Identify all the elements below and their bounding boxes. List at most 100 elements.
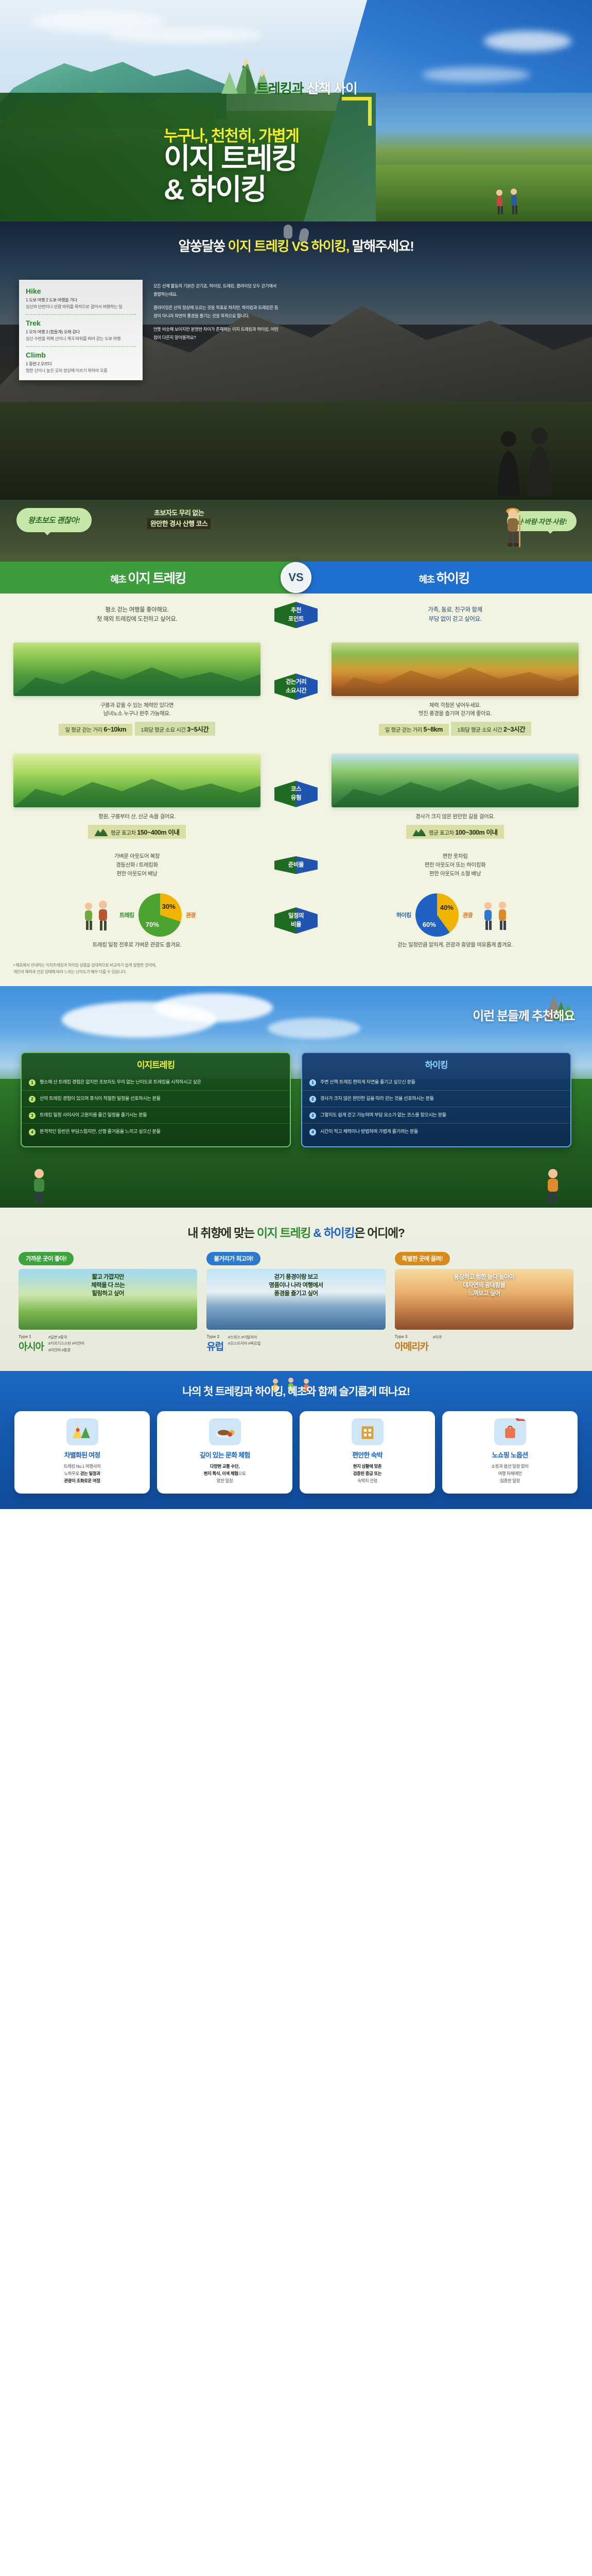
pie-right-value-1: 60% bbox=[422, 921, 436, 929]
midlabel-recommend: 추천 포인트 bbox=[274, 602, 318, 629]
cta-card-culture[interactable]: 깊이 있는 문화 체험 다양한 교통 수단, 현지 특식, 이색 체험으로 알찬… bbox=[157, 1411, 292, 1494]
dest-tag-asia: 가까운 곳이 좋아! bbox=[19, 1251, 74, 1265]
compare-row-ratio: 트레킹 30% 70% 관광 트레킹 일정 전후로 가벼운 관광도 즐겨요. 일… bbox=[0, 886, 592, 955]
vs-left-brand: 혜초 bbox=[110, 574, 127, 585]
vs-right-title: 혜초 하이킹 bbox=[296, 562, 592, 594]
bullet-number: 1 bbox=[309, 1079, 316, 1086]
compare-left-cell: 가벼운 아웃도어 복장 경등산화 / 트레킹화 편한 아웃도어 배낭 bbox=[0, 847, 274, 883]
hero-eyebrow: 트레킹과 산책 사이 bbox=[256, 78, 358, 97]
speech-bubble-right: 산·바람·자연·사람! bbox=[507, 511, 577, 534]
hero-subtitle: 누구나, 천천히, 가볍게 bbox=[164, 128, 300, 145]
list-item: 1 평소에 산 트레킹 경험은 없지만 초보자도 무리 없는 난이도로 트레킹을 … bbox=[22, 1074, 290, 1090]
dest-name-europe: 유럽 bbox=[206, 1341, 224, 1352]
list-item-text: 평소에 산 트레킹 경험은 없지만 초보자도 무리 없는 난이도로 트레킹을 시… bbox=[40, 1079, 201, 1084]
hiker-duo-icon bbox=[496, 189, 517, 214]
dest-title-part2: 은 어디에? bbox=[354, 1226, 405, 1240]
compare-right-cell: 체력 걱정은 넣어두세요. 멋진 풍경을 즐기며 걷기에 좋아요. 일 평균 걷… bbox=[318, 633, 592, 741]
chip-value: 100~300m 이내 bbox=[455, 829, 498, 837]
compare-right-cell: 하이킹 40% 60% 관광 걷는 일정만큼 알차게, 관광과 휴양을 여유롭게… bbox=[318, 886, 592, 955]
list-item: 3 그렇지도 쉽게 걷고 가능하며 부담 요소가 없는 코스를 찾으시는 분들 bbox=[302, 1106, 570, 1123]
left-pie-legend-2: 관광 bbox=[185, 912, 196, 919]
dest-caption-asia: 짧고 가깝지만 체력을 다 쓰는 힐링하고 싶어 bbox=[91, 1274, 125, 1297]
dest-footer-america: Type 3 아메리카 #미국 bbox=[395, 1334, 573, 1353]
left-photo-trail bbox=[13, 642, 260, 696]
hero-eyebrow-green: 트레킹과 bbox=[256, 81, 304, 96]
right-photo-trail bbox=[332, 642, 579, 696]
dest-image-asia: 짧고 가깝지만 체력을 다 쓰는 힐링하고 싶어 bbox=[19, 1268, 198, 1330]
vs-badge: VS bbox=[281, 562, 311, 593]
cta-card-noshopping[interactable]: No! 노쇼핑 노옵션 쇼핑과 옵션 일정 없이 여행 자체에만 집중한 일정 bbox=[442, 1411, 578, 1494]
compare-left-cell: 평소 걷는 여행을 좋아해요. 첫 해외 트레킹에 도전하고 싶어요. bbox=[0, 601, 274, 630]
destination-card-america: 특별한 곳에 끌려! 웅장하고 험한 높다 높아야 대자연의 광대함을 느껴보고… bbox=[394, 1251, 573, 1354]
right-elevation-chip: 평균 표고차 100~300m 이내 bbox=[406, 825, 504, 839]
hiker-character-icon bbox=[506, 508, 520, 547]
desc-bold: 현지 상황에 맞춘 검증된 중급 또는 bbox=[353, 1464, 382, 1477]
bullet-number: 1 bbox=[29, 1079, 36, 1086]
left-pie-chart: 트레킹 30% 70% 관광 bbox=[11, 893, 263, 937]
explain-paragraph-3: 언뜻 비슷해 보이지만 분명한 차이가 존재하는 이지 트레킹과 하이킹, 어떤… bbox=[153, 327, 278, 340]
pie-right-value-2: 40% bbox=[440, 904, 454, 912]
dest-list-europe: #스위스 #이탈리아 #오스트리아 #북유럽 bbox=[228, 1334, 261, 1346]
compare-midlabel: 준비물 bbox=[274, 847, 318, 883]
left-elevation-chip: 평균 표고차 150~400m 이내 bbox=[88, 825, 186, 839]
bullet-number: 2 bbox=[309, 1095, 316, 1103]
vs-band: 왕초보도 괜찮아! 초보자도 무리 없는 완만한 경사 산행 코스 산·바람·자… bbox=[0, 500, 592, 594]
list-item-text: 산악 트레킹 경험이 있으며 휴식이 적절한 일정을 선호하시는 분들 bbox=[40, 1095, 161, 1101]
definition-section: 알쏭달쏭 이지 트레킹 VS 하이킹, 말해주세요! Hike 1 도보 여행 … bbox=[0, 222, 592, 500]
right-pie-legend-2: 관광 bbox=[462, 912, 473, 919]
hiker-figure-left-icon bbox=[34, 1168, 44, 1203]
right-distance-chip: 일 평균 걷는 거리 5~8km bbox=[378, 724, 449, 736]
chip-label: 1회당 평균 소요 시간 bbox=[457, 727, 502, 734]
cta-card-title: 차별화된 여정 bbox=[64, 1451, 101, 1460]
dest-caption-europe: 걷기 풍경이랑 보고 명품이나 나라 여행에서 풍경을 즐기고 싶어 bbox=[269, 1274, 323, 1297]
vs-left-label: 이지 트레킹 bbox=[128, 571, 186, 586]
hiker-figure-right-icon bbox=[548, 1168, 558, 1203]
dark-grass bbox=[0, 402, 592, 500]
map-mountain-icon bbox=[66, 1418, 98, 1446]
dest-type-asia: Type 1 bbox=[19, 1334, 31, 1339]
compare-left-cell: 트레킹 30% 70% 관광 트레킹 일정 전후로 가벼운 관광도 즐겨요. bbox=[0, 886, 274, 955]
chip-label: 일 평균 걷는 거리 bbox=[65, 727, 102, 734]
desc-plain: 숙박지 선정 bbox=[357, 1478, 377, 1483]
list-item-text: 경사가 크지 않은 완만한 길을 따라 걷는 것을 선호하시는 분들 bbox=[320, 1095, 434, 1101]
heading-part-2: 이지 트레킹 VS 하이킹, bbox=[228, 239, 350, 254]
right-pie-legend-1: 하이킹 bbox=[396, 912, 411, 919]
chip-value: 3~5시간 bbox=[187, 726, 209, 734]
hero-photo bbox=[376, 93, 592, 222]
senses-climb: 1 등반 2 오르다 bbox=[26, 362, 52, 366]
chip-value: 5~8km bbox=[423, 726, 443, 734]
compare-right-cell: 경사가 크지 않은 완만한 길을 걸어요. 평균 표고차 100~300m 이내 bbox=[318, 744, 592, 844]
comparison-section: 평소 걷는 여행을 좋아해요. 첫 해외 트레킹에 도전하고 싶어요. 추천 포… bbox=[0, 594, 592, 986]
destination-card-asia: 가까운 곳이 좋아! 짧고 가깝지만 체력을 다 쓰는 힐링하고 싶어 Type… bbox=[19, 1251, 198, 1354]
bullet-number: 3 bbox=[309, 1112, 316, 1119]
dest-image-europe: 걷기 풍경이랑 보고 명품이나 나라 여행에서 풍경을 즐기고 싶어 bbox=[206, 1268, 386, 1330]
hero-green-overlay bbox=[0, 93, 396, 222]
cta-card-desc: 트레킹 No.1 여행사의 노하우로 걷는 일정과 관광이 조화로운 여정 bbox=[20, 1463, 145, 1485]
compare-midlabel: 코스 유형 bbox=[274, 744, 318, 844]
desc-bold: 걷는 일정과 관광이 조화로운 여정 bbox=[64, 1471, 100, 1483]
midlabel-gear: 준비물 bbox=[274, 856, 318, 874]
couple-walking-icon bbox=[484, 902, 507, 930]
vs-right-brand: 혜초 bbox=[419, 574, 435, 585]
explain-paragraph-1: 모든 산체 활동의 기본은 걷기죠, 하이킹, 트레킹, 클라이밍 모두 걷기에… bbox=[153, 283, 277, 297]
two-people-silhouette bbox=[497, 428, 552, 496]
cta-card-journey[interactable]: 차별화된 여정 트레킹 No.1 여행사의 노하우로 걷는 일정과 관광이 조화… bbox=[14, 1411, 150, 1494]
recommend-cards: 이지트레킹 1 평소에 산 트레킹 경험은 없지만 초보자도 무리 없는 난이도로… bbox=[21, 1052, 571, 1147]
right-distance-desc: 체력 걱정은 넣어두세요. 멋진 풍경을 즐기며 걷기에 좋아요. bbox=[418, 702, 492, 717]
dest-type-europe: Type 2 bbox=[206, 1334, 220, 1339]
definition-item-trek: Trek 1 오지 여행 2 (힘들게) 오래 걷다 심신 수련을 위해 산이나… bbox=[26, 314, 136, 342]
right-course-desc: 경사가 크지 않은 완만한 길을 걸어요. bbox=[415, 814, 495, 820]
logo-mountain-icon bbox=[221, 58, 271, 94]
recommend-section: 이런 분들께 추천해요 이지트레킹 1 평소에 산 트레킹 경험은 없지만 초보자… bbox=[0, 986, 592, 1208]
cta-card-title: 깊이 있는 문화 체험 bbox=[199, 1451, 251, 1460]
destination-card-europe: 볼거리가 최고야! 걷기 풍경이랑 보고 명품이나 나라 여행에서 풍경을 즐기… bbox=[206, 1251, 386, 1354]
cta-card-lodging[interactable]: 편안한 숙박 현지 상황에 맞춘 검증된 중급 또는 숙박지 선정 bbox=[300, 1411, 435, 1494]
heading-part-3: 말해주세요! bbox=[352, 239, 414, 254]
midlabel-course: 코스 유형 bbox=[274, 781, 318, 807]
pie-left-value-2: 30% bbox=[162, 903, 176, 911]
recommend-card-easy: 이지트레킹 1 평소에 산 트레킹 경험은 없지만 초보자도 무리 없는 난이도로… bbox=[21, 1052, 291, 1147]
chip-label: 일 평균 걷는 거리 bbox=[385, 727, 423, 734]
senses-trek: 1 오지 여행 2 (힘들게) 오래 걷다 bbox=[26, 330, 80, 334]
footprints-icon bbox=[284, 225, 310, 243]
dest-caption-america: 웅장하고 험한 높다 높아야 대자연의 광대함을 느껴보고 싶어 bbox=[454, 1274, 515, 1297]
